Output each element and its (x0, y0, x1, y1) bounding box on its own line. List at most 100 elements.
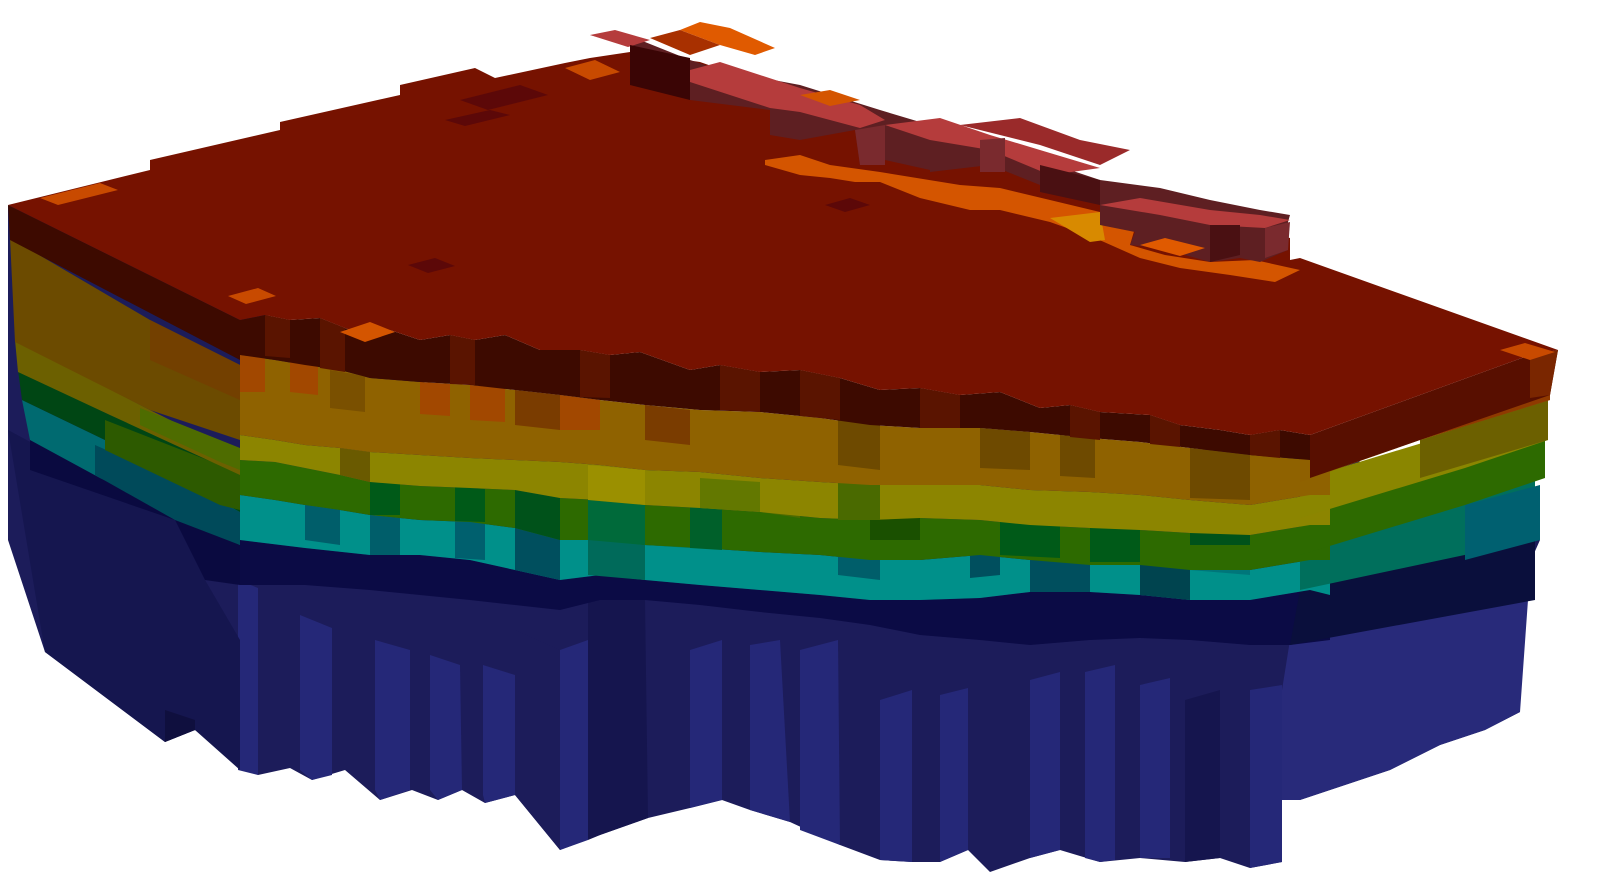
ridge-dark-block (855, 125, 885, 165)
teal-cell (455, 520, 485, 560)
deep-column (940, 688, 968, 862)
top-rim-cell (580, 350, 610, 398)
green-cell (455, 487, 485, 522)
teal-band-right-end (1465, 485, 1540, 560)
deep-column (300, 615, 332, 780)
raised-ridge (590, 22, 1290, 262)
olive-band-front (240, 435, 1330, 535)
top-rim-front (240, 315, 1310, 460)
ochre-cell (1190, 448, 1250, 500)
ridge-top-strip (1100, 198, 1290, 228)
navy-band-right (1290, 538, 1535, 645)
deep-notch (165, 710, 195, 742)
deep-column (483, 665, 515, 803)
top-rim-right-end (1530, 350, 1558, 398)
green-cell (1000, 518, 1060, 558)
orange-spot (340, 322, 395, 342)
teal-stratum (22, 400, 1540, 600)
deep-column (1140, 678, 1170, 858)
deep-column (1185, 690, 1220, 862)
deep-column (1085, 665, 1115, 862)
orange-ridge (765, 155, 1300, 282)
orange-spot (40, 183, 118, 205)
ochre-cell (330, 370, 365, 412)
top-rim (8, 205, 1558, 478)
top-rim-cell (1070, 405, 1100, 440)
navy-band-left (30, 435, 240, 585)
top-rim-cell (720, 365, 760, 412)
ochre-cell (290, 360, 318, 395)
navy-stratum (30, 435, 1535, 645)
top-rim-cell (1250, 430, 1280, 458)
orange-ridge-top (565, 60, 620, 80)
green-cell (1090, 525, 1140, 562)
deep-column (430, 655, 462, 800)
deep-column (560, 640, 588, 850)
teal-band-left-dark (95, 445, 240, 545)
navy-band-front (240, 540, 1330, 645)
ridge-top-strip (960, 118, 1130, 165)
deep-column (690, 640, 722, 808)
ochre-cell (420, 382, 450, 416)
top-rim-cell (920, 388, 960, 428)
darkred-spot (825, 198, 870, 212)
olive-cell (700, 478, 760, 512)
ridge-orange-cell (800, 90, 860, 106)
deep-column (238, 580, 258, 775)
deep-stratum-left-end (8, 430, 240, 770)
orange-spot (1500, 343, 1555, 360)
green-cell (515, 490, 560, 540)
ochre-cell (240, 355, 265, 392)
top-rim-cell (450, 335, 475, 385)
ochre-cell (645, 405, 690, 445)
deep-column (588, 600, 648, 840)
ochre-cell (980, 428, 1030, 470)
teal-cell (588, 535, 645, 580)
ridge-orange-cell (650, 30, 720, 55)
green-cell (588, 500, 645, 545)
olive-cell (838, 480, 880, 520)
top-rim-cell (265, 315, 290, 358)
ochre-cell (515, 390, 560, 430)
ochre-cell (838, 420, 880, 470)
olive-cell (340, 448, 370, 482)
ochre-cell (470, 385, 505, 422)
top-rim-cell (1150, 415, 1180, 447)
green-band-left-olive (105, 420, 240, 510)
top-surface-main (8, 52, 1558, 435)
ochre-band-left (10, 238, 240, 440)
ochre-cell (560, 395, 600, 430)
ridge-dark-block (980, 138, 1005, 172)
teal-cell (515, 528, 560, 580)
top-rim-right (1310, 350, 1558, 478)
deep-column (750, 640, 790, 822)
darkred-spot (460, 85, 548, 110)
ridge-orange-cell (680, 22, 775, 55)
darkred-spot (445, 110, 510, 126)
deep-column (1030, 672, 1060, 858)
top-rim-cell (800, 370, 840, 420)
deep-column (800, 640, 840, 845)
olive-stratum (15, 340, 1548, 535)
ridge-dark-block (1265, 222, 1290, 258)
ochre-cell (1060, 435, 1095, 478)
deep-column (515, 630, 560, 850)
top-surface (8, 52, 1558, 435)
ridge-dark-block (1210, 225, 1240, 262)
top-rim-cell (320, 318, 345, 372)
deep-stratum-right (1282, 600, 1528, 800)
green-cell (690, 505, 722, 550)
deep-column (1250, 685, 1282, 868)
darkred-spot (408, 258, 455, 273)
top-rim-left (8, 205, 240, 360)
deep-column (880, 690, 912, 862)
olive-cell (588, 465, 645, 505)
ridge-dark-block (630, 45, 690, 100)
yellow-ridge-cell (1050, 212, 1105, 242)
ridge-top-strip (590, 30, 650, 47)
green-cell (370, 482, 400, 515)
teal-cell (305, 505, 340, 545)
ridge-orange-cell (1140, 238, 1205, 256)
